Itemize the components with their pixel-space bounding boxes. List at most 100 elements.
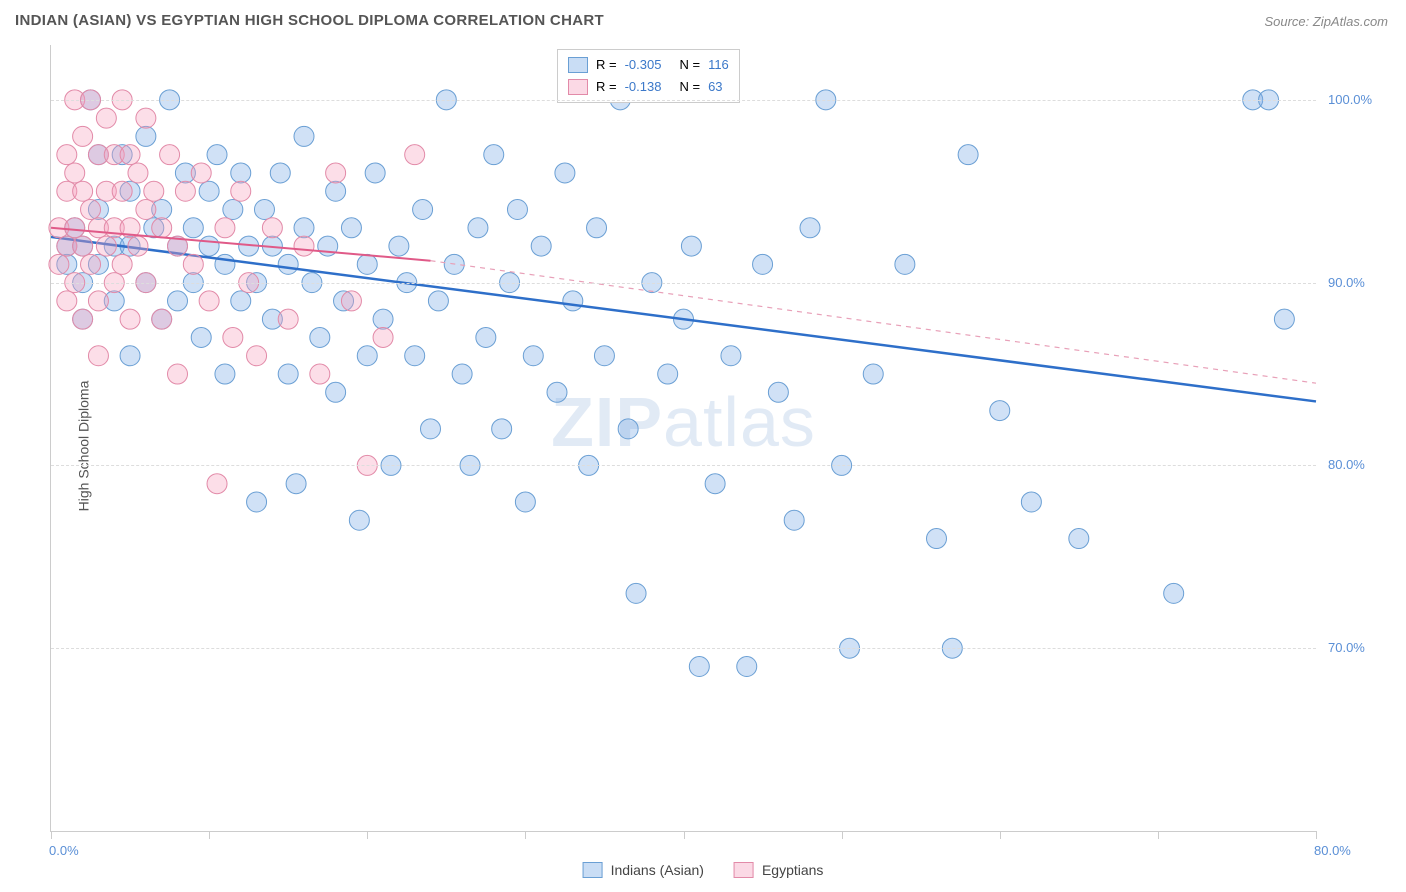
x-tick [1158,831,1159,839]
data-point [199,181,219,201]
data-point [136,108,156,128]
data-point [223,200,243,220]
chart-source: Source: ZipAtlas.com [1264,14,1388,29]
data-point [753,254,773,274]
data-point [349,510,369,530]
data-point [128,163,148,183]
data-point [294,236,314,256]
data-point [73,126,93,146]
data-point [705,474,725,494]
data-point [136,126,156,146]
y-tick-label: 70.0% [1328,640,1365,655]
data-point [658,364,678,384]
series-legend: Indians (Asian)Egyptians [583,862,824,878]
plot-svg [51,45,1316,831]
data-point [270,163,290,183]
chart-container: INDIAN (ASIAN) VS EGYPTIAN HIGH SCHOOL D… [0,0,1406,892]
data-point [152,309,172,329]
legend-swatch [568,57,588,73]
data-point [405,145,425,165]
data-point [587,218,607,238]
data-point [96,108,116,128]
data-point [207,145,227,165]
gridline [51,283,1316,284]
n-label: N = [679,76,700,98]
x-tick-label: 0.0% [49,843,79,858]
legend-item: Indians (Asian) [583,862,704,878]
data-point [721,346,741,366]
r-label: R = [596,76,617,98]
r-value: -0.138 [625,76,662,98]
data-point [231,181,251,201]
data-point [199,291,219,311]
data-point [207,474,227,494]
data-point [341,291,361,311]
data-point [1274,309,1294,329]
data-point [286,474,306,494]
x-tick [367,831,368,839]
correlation-row: R =-0.305N =116 [568,54,729,76]
data-point [152,218,172,238]
data-point [484,145,504,165]
data-point [65,218,85,238]
data-point [326,181,346,201]
plot-area: ZIPatlas R =-0.305N =116R =-0.138N =63 7… [50,45,1316,832]
data-point [128,236,148,256]
data-point [160,145,180,165]
data-point [365,163,385,183]
data-point [120,346,140,366]
legend-label: Indians (Asian) [611,862,704,878]
data-point [626,583,646,603]
data-point [452,364,472,384]
x-tick [684,831,685,839]
data-point [278,309,298,329]
data-point [927,529,947,549]
data-point [768,382,788,402]
data-point [262,218,282,238]
x-tick [525,831,526,839]
x-tick [1316,831,1317,839]
data-point [895,254,915,274]
data-point [183,254,203,274]
chart-title: INDIAN (ASIAN) VS EGYPTIAN HIGH SCHOOL D… [15,12,604,29]
data-point [294,218,314,238]
data-point [681,236,701,256]
data-point [191,327,211,347]
data-point [120,145,140,165]
r-label: R = [596,54,617,76]
data-point [278,364,298,384]
data-point [88,346,108,366]
data-point [96,236,116,256]
n-value: 116 [708,54,729,76]
data-point [81,200,101,220]
data-point [247,492,267,512]
data-point [405,346,425,366]
data-point [175,181,195,201]
data-point [191,163,211,183]
data-point [958,145,978,165]
data-point [57,145,77,165]
data-point [144,181,164,201]
data-point [523,346,543,366]
data-point [310,327,330,347]
data-point [357,346,377,366]
data-point [215,254,235,274]
data-point [389,236,409,256]
data-point [183,218,203,238]
x-tick [1000,831,1001,839]
data-point [555,163,575,183]
data-point [112,181,132,201]
data-point [247,346,267,366]
legend-swatch [583,862,603,878]
data-point [57,291,77,311]
data-point [515,492,535,512]
data-point [863,364,883,384]
n-label: N = [679,54,700,76]
data-point [136,200,156,220]
data-point [594,346,614,366]
y-tick-label: 90.0% [1328,275,1365,290]
data-point [990,401,1010,421]
data-point [492,419,512,439]
data-point [88,291,108,311]
data-point [421,419,441,439]
